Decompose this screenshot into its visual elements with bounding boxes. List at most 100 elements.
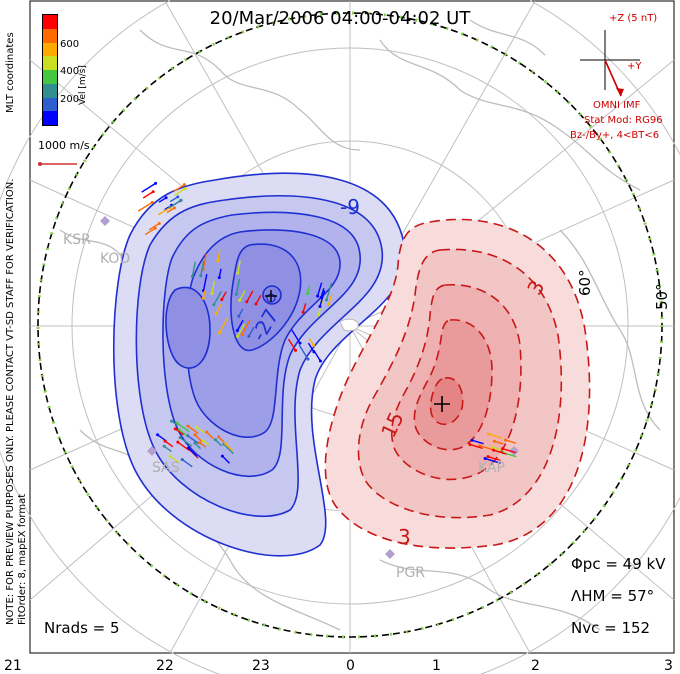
- velocity-vector: [174, 428, 184, 436]
- velocity-vector: [168, 199, 182, 209]
- velocity-vector: [223, 443, 234, 455]
- velocity-vector-origin: [312, 350, 316, 354]
- velocity-vector-origin: [176, 440, 180, 444]
- velocity-vector: [225, 443, 234, 452]
- velocity-vector: [302, 303, 307, 313]
- colorbar-segment: [43, 111, 57, 125]
- velocity-vector-origin: [187, 446, 191, 450]
- velocity-vector-origin: [193, 433, 197, 437]
- velocity-vector-origin: [305, 292, 309, 296]
- velocity-vector: [319, 290, 326, 307]
- velocity-vector: [287, 338, 297, 351]
- velocity-vector-origin: [306, 357, 310, 361]
- colorbar-segment: [43, 15, 57, 29]
- imf-omni-label: OMNI IMF: [593, 100, 641, 111]
- velocity-vector-origin: [172, 206, 176, 210]
- velocity-vector: [248, 326, 255, 337]
- contour-label-neg9: -9: [340, 195, 360, 219]
- velocity-vector: [246, 290, 254, 303]
- vector-scale-dot: [38, 162, 42, 166]
- velocity-vector: [236, 323, 246, 337]
- velocity-vector: [221, 291, 227, 300]
- velocity-vector-origin: [153, 226, 157, 230]
- velocity-vector-origin: [193, 441, 197, 445]
- velocity-vector-origin: [318, 304, 322, 308]
- velocity-vector: [218, 317, 229, 334]
- velocity-vector-origin: [168, 454, 172, 458]
- velocity-vector: [158, 206, 171, 216]
- station-label-ksr: KSR: [63, 232, 91, 248]
- velocity-vector-origin: [504, 438, 508, 442]
- negative-cell: [112, 172, 406, 557]
- velocity-vector-origin: [164, 196, 168, 200]
- velocity-colorbar: [42, 14, 58, 126]
- velocity-vector: [169, 455, 181, 464]
- velocity-vector: [181, 459, 193, 468]
- velocity-vector-origin: [216, 259, 220, 263]
- velocity-vector-origin: [186, 424, 190, 428]
- velocity-vector-origin: [173, 427, 177, 431]
- velocity-vector-origin: [176, 195, 180, 199]
- velocity-vector: [144, 227, 156, 236]
- velocity-vector: [191, 261, 197, 277]
- velocity-vector: [502, 447, 517, 454]
- stat-n-rads: Nrads = 5: [44, 619, 120, 637]
- velocity-vector: [505, 439, 517, 444]
- velocity-vector: [141, 182, 156, 193]
- velocity-vector-origin: [151, 190, 155, 194]
- velocity-vector: [298, 344, 309, 360]
- colorbar-segment: [43, 28, 57, 43]
- velocity-vector: [174, 187, 186, 196]
- velocity-vector-origin: [238, 298, 242, 302]
- velocity-vector: [325, 282, 333, 301]
- contour-label-3b: 3: [398, 525, 411, 549]
- velocity-vector-origin: [220, 454, 224, 458]
- mlt-tick-0: 0: [346, 658, 355, 674]
- velocity-vector-origin: [157, 221, 161, 225]
- velocity-vector-origin: [245, 300, 249, 304]
- velocity-vector: [291, 329, 301, 344]
- page-title: 20/Mar/2006 04:00-04:02 UT: [209, 8, 471, 29]
- velocity-vector-origin: [179, 198, 183, 202]
- velocity-vector: [235, 278, 241, 295]
- colorbar-segment: [43, 83, 57, 98]
- mlt-tick-21: 21: [4, 658, 22, 674]
- velocity-vector: [316, 282, 323, 297]
- velocity-vector-origin: [487, 432, 491, 436]
- velocity-vector-origin: [198, 441, 202, 445]
- velocity-vector: [176, 422, 190, 433]
- velocity-vector: [479, 445, 494, 451]
- velocity-vector-origin: [214, 312, 218, 316]
- stat-n-vc: Nvc = 152: [571, 619, 651, 637]
- velocity-vector-origin: [205, 430, 209, 434]
- colorbar-tick: 400: [60, 66, 80, 77]
- velocity-vector: [328, 293, 333, 305]
- mlt-tick-1: 1: [432, 658, 441, 674]
- imf-condition-label: Bz-/By+, 4<BT<6: [570, 130, 660, 141]
- velocity-vector: [320, 288, 325, 298]
- station-label-sas: SAS: [152, 460, 180, 476]
- velocity-vector: [484, 457, 501, 464]
- velocity-vector: [469, 443, 483, 450]
- velocity-vector: [217, 249, 221, 262]
- velocity-vector-origin: [182, 183, 186, 187]
- velocity-vector: [218, 268, 222, 278]
- stat-lambda-hm: ΛHM = 57°: [571, 587, 655, 605]
- velocity-vector-origin: [483, 457, 487, 461]
- mlt-tick-23: 23: [252, 658, 270, 674]
- velocity-vector: [236, 319, 244, 331]
- vector-scale-label: 1000 m/s: [38, 139, 90, 152]
- velocity-vector: [307, 342, 315, 353]
- velocity-vector-origin: [195, 425, 199, 429]
- velocity-vector-origin: [163, 439, 167, 443]
- mlt-tick-3: 3: [664, 658, 673, 674]
- velocity-vector-origin: [478, 444, 482, 448]
- velocity-vector-origin: [237, 314, 241, 318]
- map-frame: [29, 0, 675, 654]
- velocity-vector-origin: [240, 333, 244, 337]
- velocity-vector-origin: [470, 438, 474, 442]
- velocity-vector-origin: [201, 296, 205, 300]
- velocity-vector: [173, 184, 185, 192]
- station-label-kap: KAP: [478, 460, 505, 476]
- colorbar-segment: [43, 70, 57, 84]
